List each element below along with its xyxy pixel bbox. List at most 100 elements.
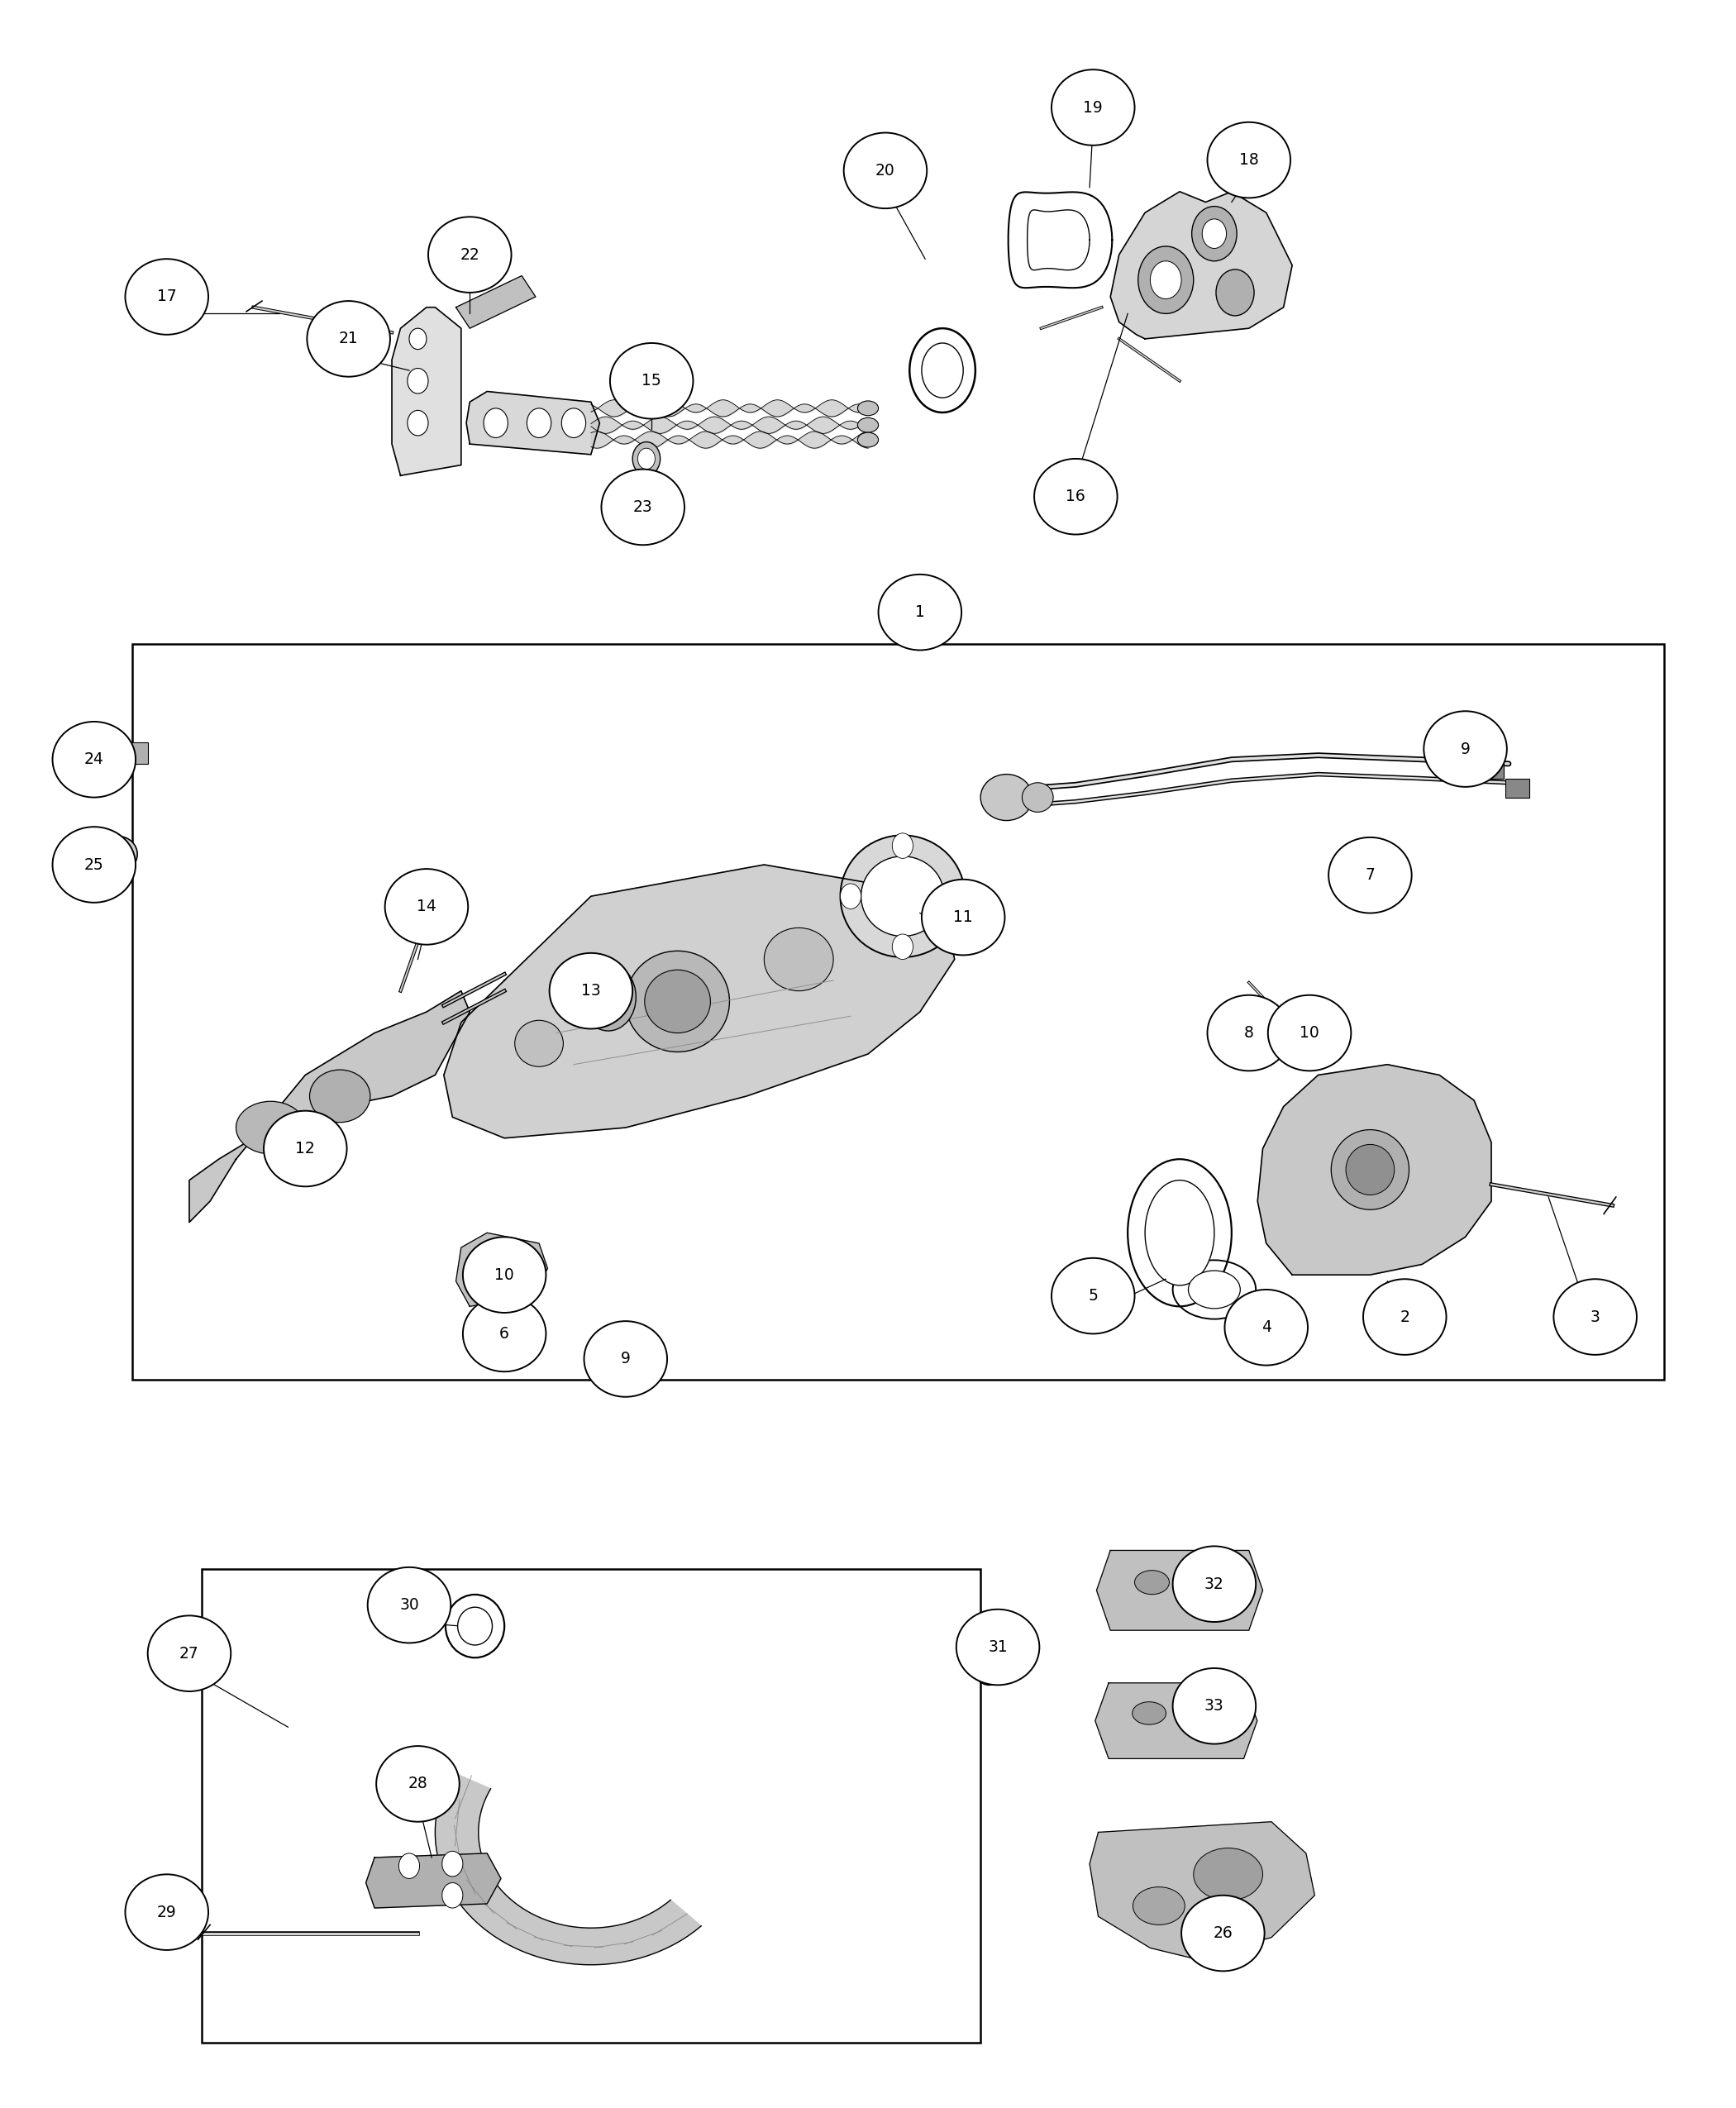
Polygon shape [1028, 211, 1090, 270]
Ellipse shape [1182, 1895, 1264, 1971]
Ellipse shape [1363, 1280, 1446, 1355]
Ellipse shape [609, 344, 693, 419]
Circle shape [892, 833, 913, 858]
Circle shape [408, 411, 429, 436]
Ellipse shape [840, 835, 965, 957]
Polygon shape [1257, 1065, 1491, 1275]
Text: 28: 28 [408, 1777, 427, 1792]
Text: 7: 7 [1364, 866, 1375, 883]
Ellipse shape [148, 1615, 231, 1691]
Bar [1479, 759, 1503, 778]
Text: 14: 14 [417, 898, 436, 915]
Circle shape [840, 883, 861, 909]
Ellipse shape [1052, 1258, 1135, 1334]
Ellipse shape [108, 843, 130, 864]
Ellipse shape [516, 1020, 562, 1067]
Ellipse shape [957, 1608, 1040, 1684]
Circle shape [399, 1853, 420, 1878]
Text: 26: 26 [1213, 1925, 1233, 1941]
Ellipse shape [858, 401, 878, 415]
Ellipse shape [125, 259, 208, 335]
Circle shape [592, 978, 623, 1016]
Ellipse shape [377, 1745, 460, 1821]
Circle shape [561, 409, 585, 438]
Circle shape [892, 934, 913, 959]
Text: 17: 17 [156, 289, 177, 306]
Ellipse shape [858, 432, 878, 447]
Text: 15: 15 [642, 373, 661, 388]
Ellipse shape [1196, 1705, 1238, 1735]
Polygon shape [467, 392, 599, 455]
Text: 11: 11 [953, 909, 974, 925]
Ellipse shape [1207, 122, 1290, 198]
Polygon shape [1095, 1682, 1257, 1758]
Text: 23: 23 [634, 500, 653, 514]
Ellipse shape [858, 417, 878, 432]
Text: 4: 4 [1262, 1320, 1271, 1334]
Text: 33: 33 [1205, 1699, 1224, 1714]
Circle shape [580, 963, 635, 1031]
Circle shape [443, 1882, 464, 1908]
Ellipse shape [1200, 1575, 1241, 1606]
Ellipse shape [625, 951, 729, 1052]
Text: 1: 1 [915, 605, 925, 620]
Circle shape [484, 409, 509, 438]
Ellipse shape [549, 953, 632, 1029]
Text: 24: 24 [83, 753, 104, 767]
Ellipse shape [385, 868, 469, 944]
Bar [413, 900, 437, 921]
Ellipse shape [1267, 1008, 1316, 1058]
Ellipse shape [601, 470, 684, 546]
Text: 27: 27 [179, 1646, 200, 1661]
Ellipse shape [861, 856, 944, 936]
Ellipse shape [1224, 1290, 1307, 1366]
Text: 22: 22 [460, 247, 479, 264]
Ellipse shape [1132, 1701, 1167, 1724]
Polygon shape [1097, 1549, 1262, 1629]
Ellipse shape [1194, 1849, 1262, 1901]
Ellipse shape [368, 1566, 451, 1642]
Text: 6: 6 [500, 1326, 509, 1341]
Ellipse shape [99, 837, 137, 873]
Ellipse shape [464, 1296, 545, 1372]
Circle shape [632, 443, 660, 476]
Polygon shape [189, 991, 470, 1223]
Circle shape [637, 449, 654, 470]
Polygon shape [457, 276, 536, 329]
Circle shape [528, 409, 550, 438]
Ellipse shape [52, 721, 135, 797]
Circle shape [944, 883, 965, 909]
Text: 13: 13 [582, 982, 601, 999]
Text: 21: 21 [339, 331, 358, 346]
Polygon shape [457, 1233, 547, 1307]
Ellipse shape [1174, 1545, 1255, 1621]
Text: 12: 12 [295, 1140, 316, 1157]
Circle shape [1151, 261, 1182, 299]
Ellipse shape [1279, 1020, 1304, 1048]
Ellipse shape [307, 301, 391, 377]
Ellipse shape [1554, 1280, 1637, 1355]
Text: 29: 29 [156, 1904, 177, 1920]
Bar [127, 742, 148, 763]
Circle shape [1201, 219, 1226, 249]
Ellipse shape [1134, 1887, 1186, 1925]
Circle shape [443, 1851, 464, 1876]
Ellipse shape [1035, 460, 1118, 535]
Circle shape [1215, 270, 1253, 316]
Text: 3: 3 [1590, 1309, 1601, 1324]
Ellipse shape [1345, 1145, 1394, 1195]
Polygon shape [392, 308, 462, 476]
Polygon shape [1090, 1821, 1314, 1958]
Ellipse shape [979, 1651, 1000, 1676]
Ellipse shape [1023, 782, 1054, 812]
Circle shape [408, 369, 429, 394]
Ellipse shape [1424, 710, 1507, 786]
Ellipse shape [125, 1874, 208, 1950]
Text: 18: 18 [1240, 152, 1259, 169]
Ellipse shape [429, 217, 512, 293]
Ellipse shape [264, 1111, 347, 1187]
Ellipse shape [1332, 1130, 1410, 1210]
Text: 30: 30 [399, 1598, 418, 1613]
Text: 9: 9 [1460, 742, 1470, 757]
Ellipse shape [981, 774, 1033, 820]
